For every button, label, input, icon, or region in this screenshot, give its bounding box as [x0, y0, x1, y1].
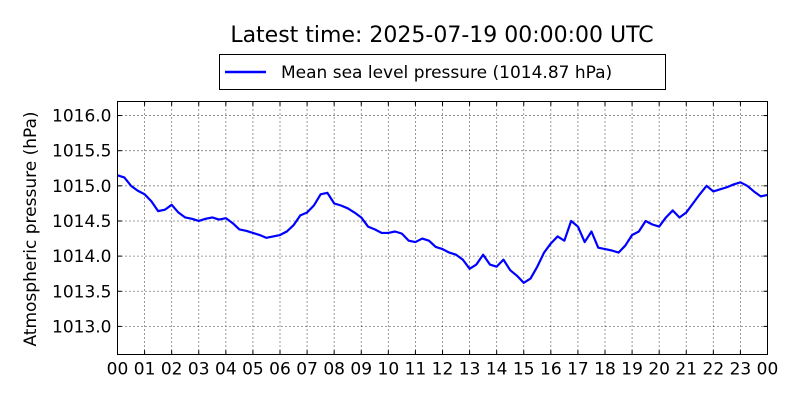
- chart-title: Latest time: 2025-07-19 00:00:00 UTC: [230, 23, 653, 48]
- y-tick-label: 1014.5: [52, 212, 111, 232]
- x-tick-label: 11: [405, 360, 427, 380]
- x-tick-label: 08: [323, 360, 345, 380]
- x-tick-label: 12: [432, 360, 454, 380]
- x-tick-label: 18: [594, 360, 616, 380]
- y-tick-label: 1016.0: [52, 107, 111, 127]
- x-tick-label: 00: [107, 360, 129, 380]
- x-tick-label: 23: [730, 360, 752, 380]
- x-tick-label: 01: [134, 360, 156, 380]
- x-tick-label: 19: [621, 360, 643, 380]
- x-tick-label: 20: [648, 360, 670, 380]
- grid-lines: [117, 101, 768, 355]
- y-tick-label: 1014.0: [52, 247, 111, 267]
- legend-series-label: Mean sea level pressure (1014.87 hPa): [281, 63, 612, 83]
- series-line-mean-sea-level-pressure: [117, 174, 768, 284]
- x-tick-label: 16: [540, 360, 562, 380]
- x-tick-label: 17: [567, 360, 589, 380]
- y-tick-label: 1015.5: [52, 142, 111, 162]
- legend: Mean sea level pressure (1014.87 hPa): [219, 54, 666, 90]
- x-tick-label: 06: [269, 360, 291, 380]
- axis-ticks: 00 01 02 03 04 05 06 07 08 09 10 11 12 13 14 15 16 17 18 19…: [52, 101, 779, 380]
- x-tick-label: 14: [486, 360, 508, 380]
- x-tick-label: 21: [675, 360, 697, 380]
- x-tick-label: 07: [296, 360, 318, 380]
- y-axis-label: Atmospheric pressure (hPa): [21, 111, 41, 346]
- x-tick-label: 02: [161, 360, 183, 380]
- x-tick-label: 22: [703, 360, 725, 380]
- x-tick-label: 15: [513, 360, 535, 380]
- x-tick-label: 04: [215, 360, 237, 380]
- y-tick-label: 1013.5: [52, 282, 111, 302]
- x-tick-label: 09: [350, 360, 372, 380]
- plot-area: [117, 174, 768, 284]
- plot-frame: [117, 101, 768, 355]
- x-tick-label: 10: [378, 360, 400, 380]
- x-tick-label: 05: [242, 360, 264, 380]
- x-tick-label: 00: [757, 360, 779, 380]
- y-tick-label: 1013.0: [52, 317, 111, 337]
- x-tick-label: 13: [459, 360, 481, 380]
- legend-box: [219, 54, 666, 90]
- x-tick-label: 03: [188, 360, 210, 380]
- y-tick-label: 1015.0: [52, 177, 111, 197]
